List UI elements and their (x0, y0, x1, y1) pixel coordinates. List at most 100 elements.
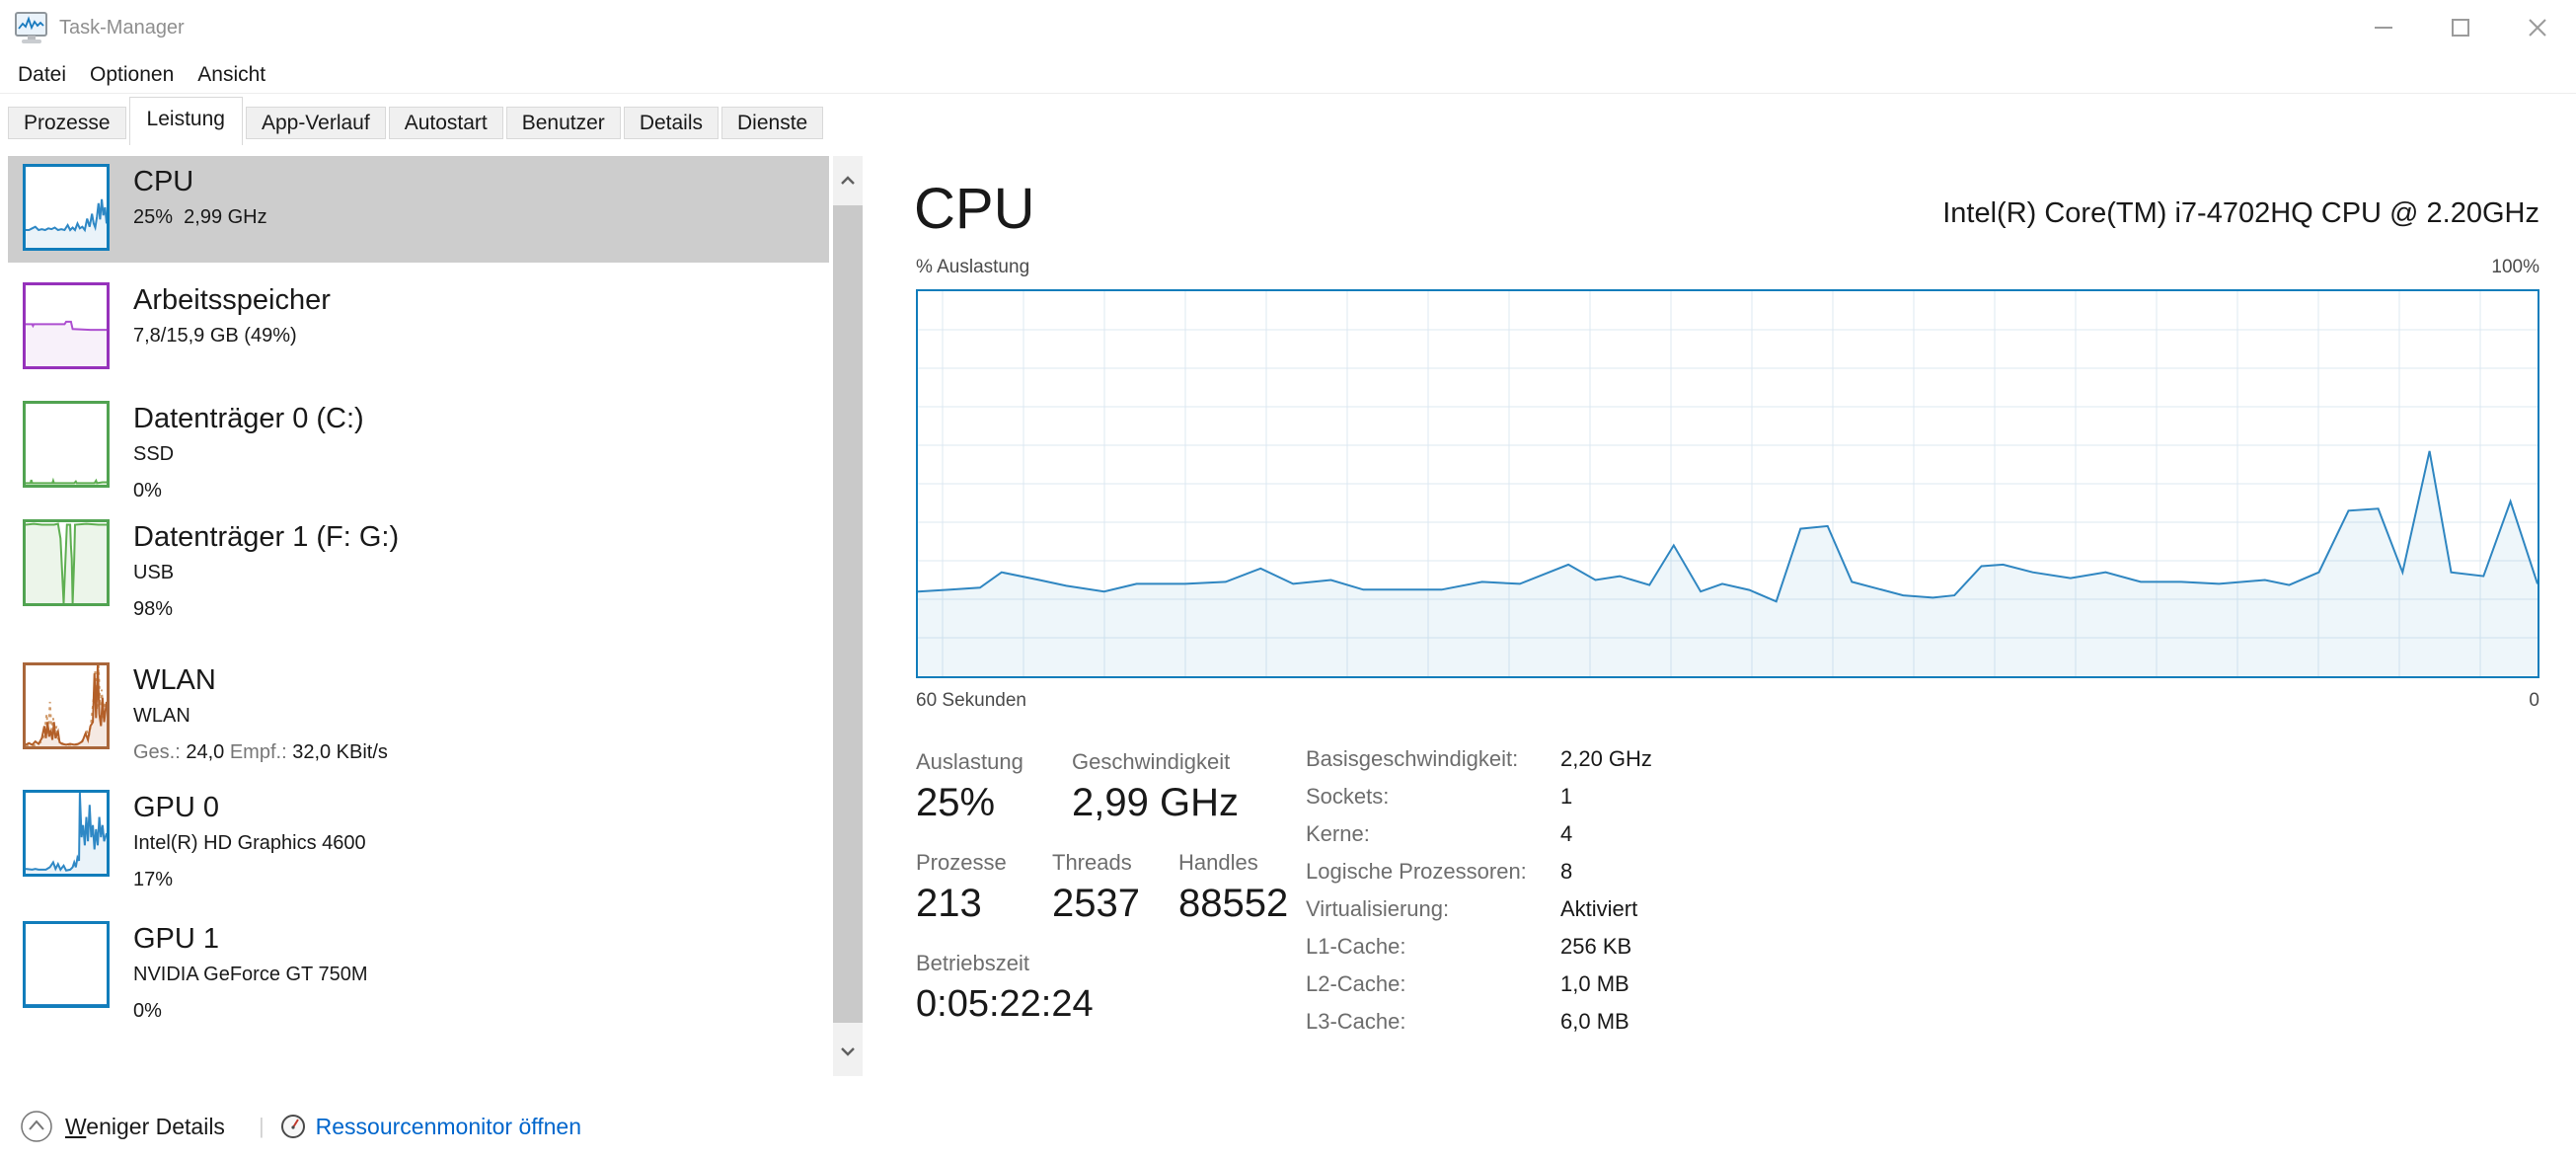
sidebar-item-title: Arbeitsspeicher (133, 284, 331, 316)
info-label: L2-Cache: (1306, 971, 1406, 996)
subtitle-value: 32,0 KBit/s (292, 741, 388, 763)
scrollbar-up-button[interactable] (833, 156, 863, 205)
subtitle-value: 0% (133, 480, 162, 502)
info-value: 1,0 MB (1560, 971, 1629, 996)
stat-value: 88552 (1178, 882, 1289, 925)
chart-xlabel-left: 60 Sekunden (916, 690, 1026, 711)
sidebar-item-text: GPU 1 NVIDIA GeForce GT 750M 0% (133, 921, 368, 1034)
minimize-button[interactable] (2345, 0, 2422, 55)
close-button[interactable] (2499, 0, 2576, 55)
tab-details[interactable]: Details (623, 107, 720, 139)
info-value: Aktiviert (1560, 896, 1638, 921)
chevron-down-icon (841, 1047, 855, 1056)
sidebar-item-subtitle: WLAN (133, 698, 388, 734)
scrollbar-track[interactable] (833, 205, 863, 1027)
tab-prozesse[interactable]: Prozesse (8, 107, 126, 139)
sidebar-item-subtitle: USB (133, 555, 399, 591)
menu-item-ansicht[interactable]: Ansicht (197, 62, 266, 86)
info-row: Virtualisierung: Aktiviert (1306, 890, 1652, 928)
sidebar-item-disk0[interactable]: Datenträger 0 (C:) SSD 0% (8, 393, 829, 507)
sidebar-item-wlan[interactable]: WLAN WLAN Ges.: 24,0 Empf.: 32,0 KBit/s (8, 655, 829, 777)
chart-xlabel-right: 0 (2529, 690, 2539, 711)
subtitle-value: 98% (133, 598, 174, 620)
cpu-mini-chart (23, 164, 110, 251)
cpu-info-list: Basisgeschwindigkeit: 2,20 GHz Sockets: 1 Ke… (1306, 740, 1652, 1041)
subtitle-value: SSD (133, 443, 175, 465)
sidebar-item-disk1[interactable]: Datenträger 1 (F: G:) USB 98% (8, 511, 829, 648)
stat-value: 2,99 GHz (1072, 781, 1239, 824)
sidebar-item-subtitle: NVIDIA GeForce GT 750M (133, 957, 368, 993)
sidebar-item-gpu1[interactable]: GPU 1 NVIDIA GeForce GT 750M 0% (8, 913, 829, 1034)
tab-benutzer[interactable]: Benutzer (505, 107, 621, 139)
tab-app-verlauf[interactable]: App-Verlauf (245, 107, 386, 139)
stat-group: Betriebszeit 0:05:22:24 (916, 950, 1094, 1029)
cpu-model: Intel(R) Core(TM) i7-4702HQ CPU @ 2.20GH… (1942, 197, 2539, 229)
sidebar-item-memory[interactable]: Arbeitsspeicher 7,8/15,9 GB (49%) (8, 274, 829, 385)
stat-geschwindigkeit: Geschwindigkeit 2,99 GHz (1072, 748, 1239, 827)
less-details-label: Weniger Details (65, 1113, 225, 1139)
chart-ymax-label: 100% (2491, 257, 2539, 277)
chart-ylabel: % Auslastung (916, 257, 1030, 277)
info-value: 256 KB (1560, 934, 1632, 959)
stat-handles: Handles 88552 (1178, 849, 1288, 928)
gpu0-mini-chart (23, 790, 110, 877)
stat-value: 2537 (1052, 882, 1140, 925)
chevron-up-icon (841, 176, 855, 185)
titlebar: Task-Manager (0, 0, 2576, 56)
menu-item-optionen[interactable]: Optionen (90, 62, 175, 86)
stat-label: Geschwindigkeit (1072, 749, 1231, 774)
info-label: L1-Cache: (1306, 934, 1406, 959)
sidebar-item-gpu0[interactable]: GPU 0 Intel(R) HD Graphics 4600 17% (8, 782, 829, 908)
open-resource-monitor-link[interactable]: Ressourcenmonitor öffnen (280, 1114, 581, 1140)
info-row: L1-Cache: 256 KB (1306, 928, 1652, 966)
stat-group: Auslastung 25% Geschwindigkeit 2,99 GHz (916, 748, 1239, 827)
stat-label: Betriebszeit (916, 951, 1029, 975)
stat-label: Threads (1052, 850, 1132, 875)
disk0-mini-chart (23, 401, 110, 488)
info-row: Basisgeschwindigkeit: 2,20 GHz (1306, 740, 1652, 778)
stat-threads: Threads 2537 (1052, 849, 1178, 928)
stat-value: 0:05:22:24 (916, 983, 1094, 1025)
sidebar-item-title: WLAN (133, 664, 216, 696)
sidebar-item-title: GPU 0 (133, 792, 220, 823)
sidebar-item-subtitle: Intel(R) HD Graphics 4600 (133, 825, 366, 862)
scrollbar-thumb[interactable] (833, 205, 863, 1023)
sidebar-scrollbar[interactable] (833, 156, 863, 1076)
cpu-usage-chart-svg (917, 291, 2538, 676)
sidebar-item-title: GPU 1 (133, 923, 220, 955)
stat-prozesse: Prozesse 213 (916, 849, 1052, 928)
info-row: Logische Prozessoren: 8 (1306, 853, 1652, 890)
tab-autostart[interactable]: Autostart (388, 107, 503, 139)
tab-dienste[interactable]: Dienste (721, 107, 824, 139)
less-details-button[interactable]: Weniger Details (20, 1110, 225, 1143)
sidebar-item-title: Datenträger 1 (F: G:) (133, 521, 400, 553)
maximize-button[interactable] (2422, 0, 2499, 55)
stat-auslastung: Auslastung 25% (916, 748, 1072, 827)
scrollbar-down-button[interactable] (833, 1027, 863, 1076)
info-label: L3-Cache: (1306, 1009, 1406, 1034)
subtitle-value: 17% (133, 869, 174, 890)
sidebar-item-text: Datenträger 1 (F: G:) USB 98% (133, 519, 399, 648)
page-title: CPU (914, 177, 1035, 241)
info-value: 8 (1560, 859, 1573, 884)
menu-item-datei[interactable]: Datei (18, 62, 67, 86)
chevron-up-circle-icon (21, 1111, 52, 1142)
info-value: 1 (1560, 784, 1573, 809)
cpu-usage-chart (916, 289, 2539, 678)
sidebar-item-subtitle: Ges.: 24,0 Empf.: 32,0 KBit/s (133, 734, 388, 771)
open-resource-monitor-label: Ressourcenmonitor öffnen (315, 1113, 581, 1139)
subtitle-value: Intel(R) HD Graphics 4600 (133, 832, 366, 854)
task-manager-app-icon (15, 12, 47, 43)
sidebar-item-text: Datenträger 0 (C:) SSD 0% (133, 401, 364, 507)
subtitle-value: 24,0 (186, 741, 230, 763)
sidebar-item-text: Arbeitsspeicher 7,8/15,9 GB (49%) (133, 282, 331, 385)
sidebar-item-cpu[interactable]: CPU 25% 2,99 GHz (8, 156, 829, 263)
info-row: L3-Cache: 6,0 MB (1306, 1003, 1652, 1041)
info-row: L2-Cache: 1,0 MB (1306, 966, 1652, 1003)
tab-leistung[interactable]: Leistung (128, 97, 243, 145)
window-controls (2345, 0, 2576, 55)
memory-mini-chart (23, 282, 110, 369)
menubar: Datei Optionen Ansicht (0, 56, 2576, 94)
subtitle-value: NVIDIA GeForce GT 750M (133, 964, 368, 985)
info-label: Sockets: (1306, 784, 1390, 809)
